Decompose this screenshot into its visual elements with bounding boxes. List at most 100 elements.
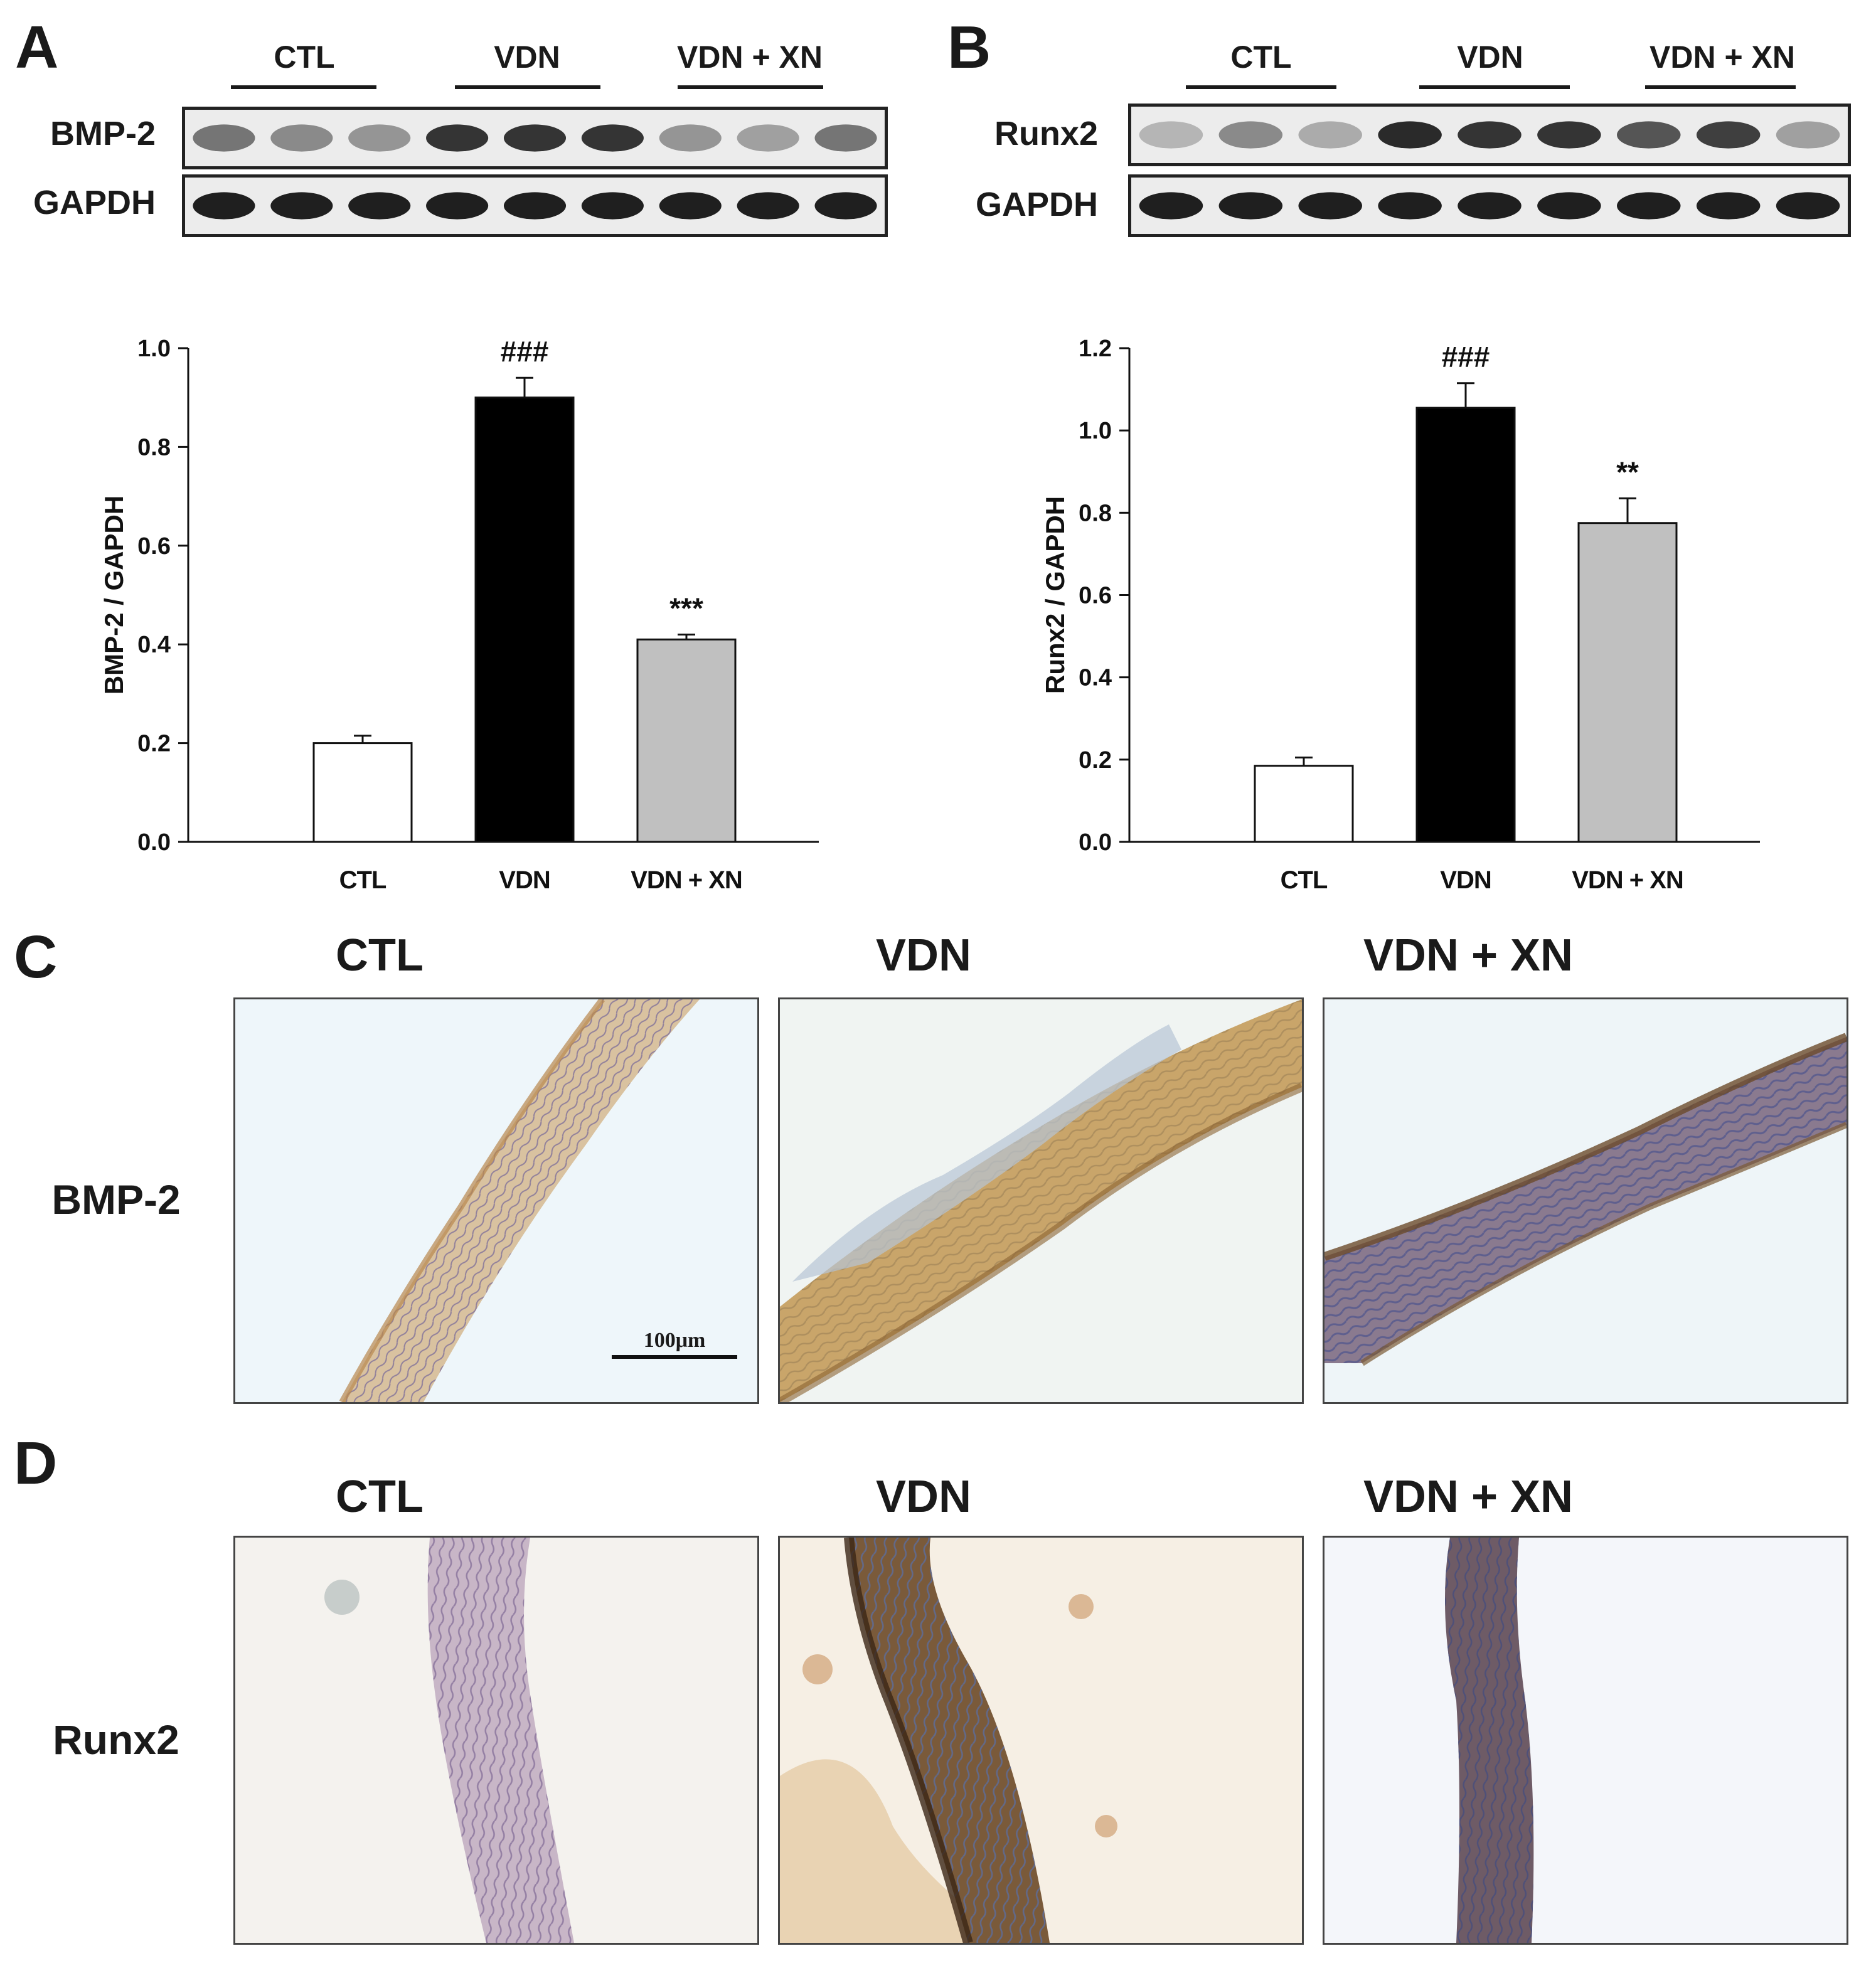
blot-row-label: Runx2 — [994, 115, 1098, 152]
blot-band — [1298, 192, 1362, 220]
tissue-image — [1445, 1538, 1534, 1943]
blot-band — [270, 192, 333, 220]
significance-label: ### — [501, 335, 549, 368]
ihc-column-title: CTL — [336, 930, 424, 981]
blot-band — [1537, 192, 1601, 220]
blot-band — [1218, 192, 1283, 220]
blot-band — [503, 124, 567, 152]
tissue-image — [780, 999, 1302, 1402]
ihc-column-title: VDN — [875, 930, 971, 981]
ihc-column-title: VDN + XN — [1363, 930, 1574, 981]
blot-band — [1378, 192, 1442, 220]
y-tick-label: 1.0 — [137, 336, 171, 362]
ihc-micrograph-runx2-ctl — [233, 1536, 759, 1945]
bar — [636, 638, 737, 843]
blot-group-underline — [678, 85, 823, 89]
blot-row-label: GAPDH — [33, 184, 156, 221]
ihc-column-title: CTL — [336, 1472, 424, 1522]
blot-band — [1298, 121, 1362, 149]
blot-group-underline — [1186, 85, 1336, 89]
panel-letter-b: B — [947, 14, 991, 81]
western-blot-b-row-1 — [1128, 104, 1851, 166]
y-axis-label: Runx2 / GAPDH — [1040, 496, 1070, 694]
significance-label: ### — [1442, 341, 1490, 373]
blot-band — [1776, 192, 1840, 220]
y-tick-label: 1.2 — [1079, 336, 1112, 362]
blot-band — [1458, 192, 1522, 220]
blot-band — [1617, 121, 1681, 149]
blot-group-underline — [1645, 85, 1796, 89]
blot-band — [659, 124, 722, 152]
y-tick-label: 0.2 — [1079, 747, 1112, 774]
significance-label: *** — [669, 592, 703, 624]
y-axis-label: BMP-2 / GAPDH — [99, 496, 129, 694]
blot-band — [581, 192, 644, 220]
ihc-micrograph-runx2-vdn-xn — [1323, 1536, 1848, 1945]
ihc-micrograph-bmp2-vdn — [778, 997, 1304, 1404]
ihc-row-label: Runx2 — [53, 1716, 179, 1763]
blot-band — [348, 124, 411, 152]
x-tick-label: CTL — [339, 866, 386, 894]
x-tick-label: VDN + XN — [1572, 866, 1683, 894]
scale-bar-label: 100μm — [643, 1329, 706, 1352]
blot-group-label: VDN — [1457, 40, 1523, 75]
blot-band — [737, 124, 799, 152]
blot-band — [1139, 192, 1203, 220]
blot-band — [348, 192, 411, 220]
y-tick-label: 0.0 — [1079, 829, 1112, 856]
bar-chart-svg: 0.0 0.2 0.4 0.6 0.8 1.0 1.2 Runx2 / GAPDH CTL ###… — [1040, 336, 1760, 894]
y-tick-label: 1.0 — [1079, 418, 1112, 444]
blot-group-underline — [455, 85, 600, 89]
bar-chart-svg: 0.0 0.2 0.4 0.6 0.8 1.0 BMP-2 / GAPDH CTL ### VDN… — [99, 335, 819, 894]
y-tick-label: 0.8 — [137, 434, 171, 460]
y-tick-label: 0.6 — [1079, 583, 1112, 609]
blot-group-label: CTL — [1230, 40, 1292, 75]
significance-label: ** — [1616, 455, 1639, 488]
panel-letter-d: D — [14, 1430, 58, 1497]
blot-band — [581, 124, 644, 152]
y-tick-label: 0.6 — [137, 533, 171, 560]
blot-band — [1537, 121, 1601, 149]
x-tick-label: CTL — [1281, 866, 1328, 894]
tissue-image — [324, 1538, 574, 1943]
ihc-column-title: VDN — [875, 1472, 971, 1522]
blot-band — [1218, 121, 1283, 149]
blot-band — [193, 192, 255, 220]
blot-row-label: GAPDH — [975, 186, 1098, 223]
y-tick-label: 0.8 — [1079, 500, 1112, 526]
bar-chart-a: 0.0 0.2 0.4 0.6 0.8 1.0 BMP-2 / GAPDH CTL ### VDN… — [0, 314, 935, 916]
blot-band — [426, 124, 489, 152]
blot-band — [193, 124, 255, 152]
western-blot-a-row-2 — [182, 174, 888, 237]
bar — [1415, 407, 1516, 843]
blot-band — [1696, 192, 1761, 220]
blot-band — [659, 192, 722, 220]
blot-band — [1139, 121, 1203, 149]
blot-band — [270, 124, 333, 152]
panel-letter-a: A — [15, 14, 59, 81]
blot-band — [814, 192, 877, 220]
ihc-micrograph-bmp2-vdn-xn — [1323, 997, 1848, 1404]
blot-group-label: VDN + XN — [676, 40, 823, 75]
western-blot-a-row-1 — [182, 107, 888, 169]
blot-group-label: VDN — [494, 40, 560, 75]
ihc-column-title: VDN + XN — [1363, 1472, 1574, 1522]
panel-letter-c: C — [14, 923, 58, 991]
scale-bar: 100μm — [612, 1329, 737, 1359]
blot-group-underline — [1419, 85, 1570, 89]
ihc-row-label: BMP-2 — [51, 1176, 181, 1223]
tissue-image — [1324, 1033, 1847, 1366]
tissue-image — [780, 1538, 1117, 1943]
blot-bands — [1131, 178, 1848, 234]
blot-band — [1776, 121, 1840, 149]
blot-group-label: CTL — [274, 40, 335, 75]
y-tick-label: 0.2 — [137, 731, 171, 757]
y-tick-label: 0.0 — [137, 829, 171, 856]
western-blot-b-row-2 — [1128, 174, 1851, 237]
blot-band — [1696, 121, 1761, 149]
x-tick-label: VDN — [499, 866, 550, 894]
blot-bands — [185, 178, 885, 234]
blot-bands — [185, 110, 885, 166]
scale-bar-line — [612, 1355, 737, 1359]
bar — [474, 396, 575, 843]
